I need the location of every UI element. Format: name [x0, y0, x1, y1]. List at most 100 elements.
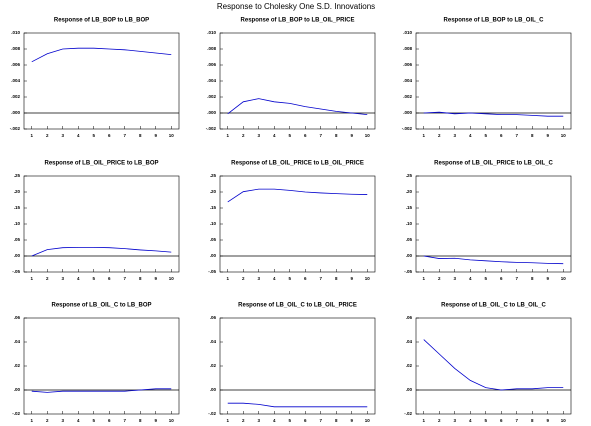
- y-tick-label: .006: [11, 62, 20, 67]
- x-tick-label: 1: [30, 418, 33, 423]
- y-tick-label: .05: [210, 237, 217, 242]
- y-tick-label: .20: [406, 189, 413, 194]
- panel-title: Response of LB_OIL_PRICE to LB_BOP: [44, 161, 158, 167]
- y-tick-label: .00: [406, 253, 413, 258]
- x-tick-label: 10: [169, 276, 175, 281]
- y-tick-label: .06: [406, 315, 413, 320]
- x-tick-label: 5: [288, 133, 291, 138]
- x-tick-label: 9: [546, 276, 549, 281]
- x-tick-label: 2: [242, 418, 245, 423]
- x-tick-label: 6: [500, 276, 503, 281]
- x-tick-label: 8: [531, 276, 534, 281]
- x-tick-label: 7: [123, 276, 126, 281]
- x-tick-label: 4: [77, 133, 80, 138]
- x-tick-label: 3: [257, 133, 260, 138]
- panel-title: Response of LB_OIL_PRICE to LB_OIL_PRICE: [231, 161, 364, 167]
- x-tick-label: 6: [108, 276, 111, 281]
- x-tick-label: 6: [108, 133, 111, 138]
- y-tick-label: .004: [403, 78, 412, 83]
- x-tick-label: 9: [546, 133, 549, 138]
- y-tick-label: .000: [207, 110, 216, 115]
- panel-title: Response of LB_OIL_C to LB_OIL_PRICE: [238, 303, 357, 309]
- x-tick-label: 9: [154, 276, 157, 281]
- y-tick-label: .00: [14, 253, 21, 258]
- x-tick-label: 5: [484, 133, 487, 138]
- y-tick-label: -.05: [404, 269, 412, 274]
- x-tick-label: 10: [365, 418, 371, 423]
- x-tick-label: 8: [335, 276, 338, 281]
- x-tick-label: 9: [350, 133, 353, 138]
- y-tick-label: .25: [210, 173, 217, 178]
- plot-frame: [415, 317, 572, 415]
- x-tick-label: 2: [242, 276, 245, 281]
- y-tick-label: .002: [207, 94, 216, 99]
- x-tick-label: 3: [453, 133, 456, 138]
- chart-title: Response to Cholesky One S.D. Innovation…: [217, 2, 375, 11]
- x-tick-label: 7: [123, 418, 126, 423]
- y-tick-label: -.05: [12, 269, 20, 274]
- y-tick-label: -.002: [206, 126, 217, 131]
- x-tick-label: 6: [500, 418, 503, 423]
- y-tick-label: .20: [210, 189, 217, 194]
- y-tick-label: .20: [14, 189, 21, 194]
- y-tick-label: .00: [406, 387, 413, 392]
- y-tick-label: .00: [14, 387, 21, 392]
- y-tick-label: .02: [210, 363, 217, 368]
- response-line: [31, 246, 172, 257]
- x-tick-label: 9: [350, 276, 353, 281]
- x-tick-label: 1: [226, 133, 229, 138]
- x-tick-label: 6: [108, 418, 111, 423]
- x-tick-label: 7: [515, 133, 518, 138]
- plot-frame: [23, 32, 180, 130]
- x-tick-label: 1: [226, 276, 229, 281]
- x-tick-label: 10: [561, 418, 567, 423]
- y-tick-label: .04: [406, 339, 413, 344]
- plot-frame: [23, 175, 180, 273]
- x-tick-label: 2: [242, 133, 245, 138]
- x-tick-label: 6: [304, 133, 307, 138]
- x-tick-label: 4: [77, 418, 80, 423]
- x-tick-label: 6: [500, 133, 503, 138]
- x-tick-label: 6: [304, 418, 307, 423]
- y-tick-label: -.002: [10, 126, 21, 131]
- x-tick-label: 5: [92, 418, 95, 423]
- y-tick-label: .15: [406, 205, 413, 210]
- y-tick-label: .00: [210, 253, 217, 258]
- x-tick-label: 2: [438, 418, 441, 423]
- x-tick-label: 8: [139, 133, 142, 138]
- y-tick-label: .05: [14, 237, 21, 242]
- x-tick-label: 4: [273, 276, 276, 281]
- x-tick-label: 8: [139, 418, 142, 423]
- y-tick-label: .006: [207, 62, 216, 67]
- x-tick-label: 4: [469, 133, 472, 138]
- response-line: [423, 111, 564, 117]
- response-line: [227, 98, 368, 115]
- response-line: [423, 339, 564, 391]
- y-tick-label: .10: [14, 221, 21, 226]
- x-tick-label: 5: [92, 276, 95, 281]
- y-tick-label: .02: [406, 363, 413, 368]
- x-tick-label: 8: [335, 418, 338, 423]
- x-tick-label: 3: [257, 418, 260, 423]
- x-tick-label: 4: [469, 276, 472, 281]
- y-tick-label: .004: [207, 78, 216, 83]
- x-tick-label: 5: [288, 276, 291, 281]
- x-tick-label: 6: [304, 276, 307, 281]
- x-tick-label: 3: [61, 276, 64, 281]
- y-tick-label: .010: [403, 30, 412, 35]
- y-tick-label: .05: [406, 237, 413, 242]
- x-tick-label: 1: [422, 276, 425, 281]
- x-tick-label: 4: [273, 133, 276, 138]
- response-line: [227, 402, 368, 408]
- x-tick-label: 2: [46, 133, 49, 138]
- x-tick-label: 9: [154, 133, 157, 138]
- x-tick-label: 1: [422, 418, 425, 423]
- y-tick-label: -.02: [404, 411, 412, 416]
- x-tick-label: 4: [469, 418, 472, 423]
- y-tick-label: .004: [11, 78, 20, 83]
- y-tick-label: .06: [14, 315, 21, 320]
- x-tick-label: 10: [169, 133, 175, 138]
- y-tick-label: .010: [207, 30, 216, 35]
- response-line: [423, 255, 564, 265]
- x-tick-label: 7: [319, 133, 322, 138]
